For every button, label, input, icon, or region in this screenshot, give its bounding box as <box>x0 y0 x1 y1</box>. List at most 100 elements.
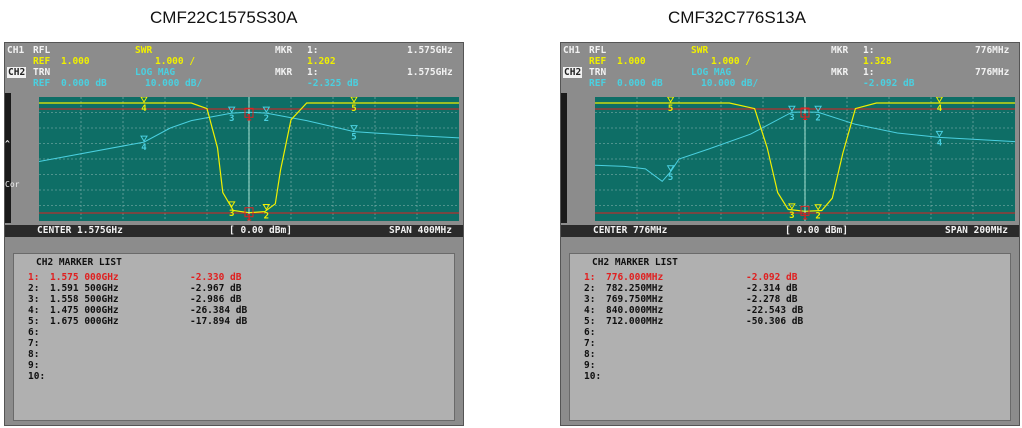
marker-row-value: -17.894 dB <box>190 316 248 327</box>
marker-label: 2 <box>264 211 269 221</box>
marker-5-ch2: 5 <box>666 165 675 183</box>
chart-title-left: CMF22C1575S30A <box>150 8 298 27</box>
ch1-mkr-label: MKR <box>275 45 293 56</box>
marker-3-ch2: 3 <box>227 106 236 124</box>
marker-label: 1 <box>246 113 251 123</box>
marker-row-number: 7: <box>28 338 40 349</box>
ch1-ref-value: 1.000 <box>617 56 646 67</box>
ch2-mkr-num: 1: <box>863 67 875 78</box>
marker-row-frequency: 769.750MHz <box>606 294 664 305</box>
ch2-mkr-freq: 1.575GHz <box>407 67 453 78</box>
trace-plot: 1 1 2 2 3 3 4 4 5 5 <box>39 97 459 221</box>
marker-row-number: 10: <box>28 371 46 382</box>
marker-row-value: -2.278 dB <box>746 294 798 305</box>
side-annotation-caret: ^ <box>5 139 10 148</box>
marker-box <box>244 207 254 218</box>
ch1-mkr-label: MKR <box>831 45 849 56</box>
ch2-mode: TRN <box>589 67 607 78</box>
marker-row-number: 9: <box>28 360 40 371</box>
marker-row-frequency: 782.250MHz <box>606 283 664 294</box>
ch1-mkr-freq: 776MHz <box>975 45 1010 56</box>
ch2-scale: 10.000 dB/ <box>145 78 203 89</box>
marker-4-ch1: 4 <box>140 97 148 114</box>
marker-caret <box>140 97 148 103</box>
marker-row-frequency: 840.000MHz <box>606 305 664 316</box>
marker-caret <box>814 105 823 113</box>
ch2-mode: TRN <box>33 67 51 78</box>
ch1-ref-label: REF <box>589 56 607 67</box>
marker-caret <box>350 125 358 132</box>
ch2-format: LOG MAG <box>135 67 176 78</box>
marker-label: 3 <box>789 113 794 123</box>
marker-row-number: 3: <box>584 294 596 305</box>
ch2-mkr-label: MKR <box>275 67 293 78</box>
marker-label: 2 <box>815 113 820 123</box>
marker-3-ch1: 3 <box>787 203 796 221</box>
marker-2-ch1: 2 <box>814 204 823 221</box>
ch2-mkr-value: -2.092 dB <box>863 78 915 89</box>
chart-title-right: CMF32C776S13A <box>668 8 806 27</box>
ch2-ref-label: REF <box>33 78 51 89</box>
marker-caret <box>140 135 148 143</box>
marker-row-frequency: 712.000MHz <box>606 316 664 327</box>
marker-row-number: 6: <box>28 327 40 338</box>
marker-label: 1 <box>802 212 807 221</box>
ch2-scale: 10.000 dB/ <box>701 78 759 89</box>
marker-caret <box>814 204 823 211</box>
marker-label: 3 <box>229 114 234 124</box>
marker-row-number: 4: <box>28 305 40 316</box>
marker-3-ch1: 3 <box>227 201 236 219</box>
marker-label: 4 <box>141 143 147 153</box>
marker-label: 4 <box>937 138 943 148</box>
ch1-format: SWR <box>135 45 153 56</box>
marker-label: 1 <box>802 113 807 123</box>
marker-label: 4 <box>141 104 147 114</box>
ch1-mkr-value: 1.328 <box>863 56 892 67</box>
marker-4-ch1: 4 <box>935 97 943 114</box>
ch2-label: CH2 <box>563 67 583 78</box>
marker-1-ch1: 1 <box>244 207 254 221</box>
ch1-label: CH1 <box>7 45 25 56</box>
marker-label: 4 <box>937 104 943 114</box>
ch1-mkr-freq: 1.575GHz <box>407 45 453 56</box>
marker-1-ch2: 1 <box>800 107 810 123</box>
ch1-mkr-value: 1.202 <box>307 56 336 67</box>
side-annotation-cor: Cor <box>5 180 20 189</box>
analyzer-panel-left: CH1 RFL SWR MKR 1: 1.575GHz REF 1.000 1.… <box>4 42 464 426</box>
marker-row-number: 6: <box>584 327 596 338</box>
marker-label: 5 <box>351 133 356 143</box>
status-bar: CENTER 776MHz [ 0.00 dBm] SPAN 200MHz <box>561 225 1019 237</box>
ch2-mkr-num: 1: <box>307 67 319 78</box>
marker-row-number: 2: <box>28 283 40 294</box>
ch1-scale: 1.000 / <box>155 56 196 67</box>
ch2-label: CH2 <box>7 67 27 78</box>
side-annotation-strip <box>5 93 11 223</box>
marker-5-ch2: 5 <box>350 125 358 143</box>
marker-box <box>800 205 810 216</box>
status-bar: CENTER 1.575GHz [ 0.00 dBm] SPAN 400MHz <box>5 225 463 237</box>
marker-row-frequency: 776.000MHz <box>606 272 664 283</box>
marker-row-value: -2.967 dB <box>190 283 242 294</box>
ch1-ref-label: REF <box>33 56 51 67</box>
marker-caret <box>227 106 236 114</box>
marker-row-number: 8: <box>28 349 40 360</box>
marker-row-number: 1: <box>584 272 596 283</box>
marker-1-ch2: 1 <box>244 107 254 123</box>
center-freq: CENTER 776MHz <box>593 225 668 236</box>
marker-row-frequency: 1.591 500GHz <box>50 283 119 294</box>
ch2-ref-value: 0.000 dB <box>61 78 107 89</box>
marker-row-value: -50.306 dB <box>746 316 804 327</box>
analyzer-panel-right: CH1 RFL SWR MKR 1: 776MHz REF 1.000 1.00… <box>560 42 1020 426</box>
marker-3-ch2: 3 <box>787 105 796 123</box>
ch1-label: CH1 <box>563 45 581 56</box>
side-annotation-strip <box>561 93 567 223</box>
marker-row-number: 10: <box>584 371 602 382</box>
marker-list-title: CH2 MARKER LIST <box>36 257 122 268</box>
ch2-mkr-label: MKR <box>831 67 849 78</box>
marker-row-number: 5: <box>28 316 40 327</box>
marker-row-number: 1: <box>28 272 40 283</box>
marker-list-box: CH2 MARKER LIST 1: 776.000MHz -2.092 dB 2: 7… <box>569 253 1011 421</box>
ch2-ref-label: REF <box>589 78 607 89</box>
center-freq: CENTER 1.575GHz <box>37 225 123 236</box>
